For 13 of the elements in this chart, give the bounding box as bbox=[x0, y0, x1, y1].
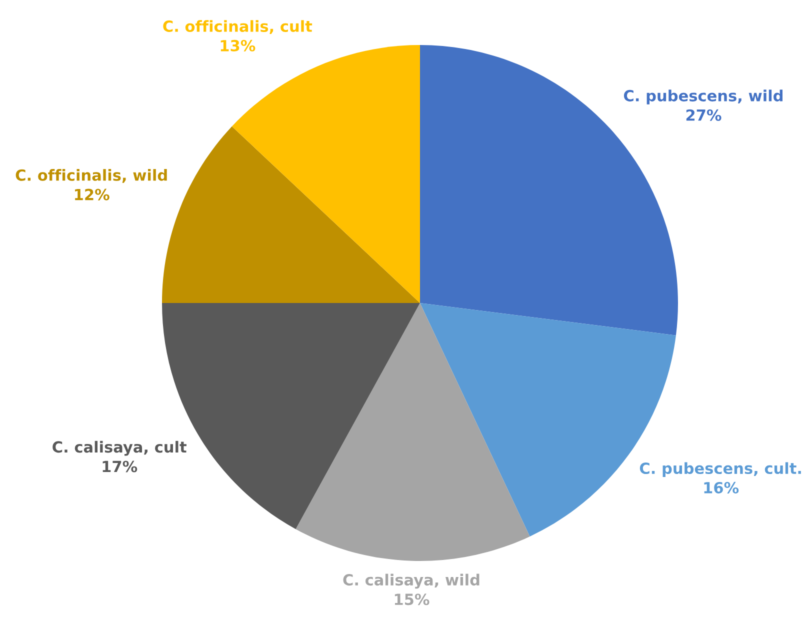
pie-slice bbox=[296, 303, 530, 561]
data-label: 17% bbox=[102, 460, 138, 472]
slice-label: C. pubescens, wild bbox=[624, 90, 782, 104]
slice-label: C. pubescens, cult. bbox=[640, 462, 801, 478]
slice-label: C. calisaya, wild bbox=[343, 574, 480, 589]
data-label: 16% bbox=[704, 482, 739, 494]
data-label: 15% bbox=[394, 594, 430, 606]
slice-label: C. officinalis, cult bbox=[163, 20, 312, 34]
data-label: 13% bbox=[220, 40, 256, 52]
slice-label: C. calisaya, cult bbox=[52, 440, 186, 456]
slice-label: C. officinalis, wild bbox=[16, 169, 167, 183]
data-label: 12% bbox=[75, 188, 110, 200]
data-label: 27% bbox=[686, 109, 722, 121]
